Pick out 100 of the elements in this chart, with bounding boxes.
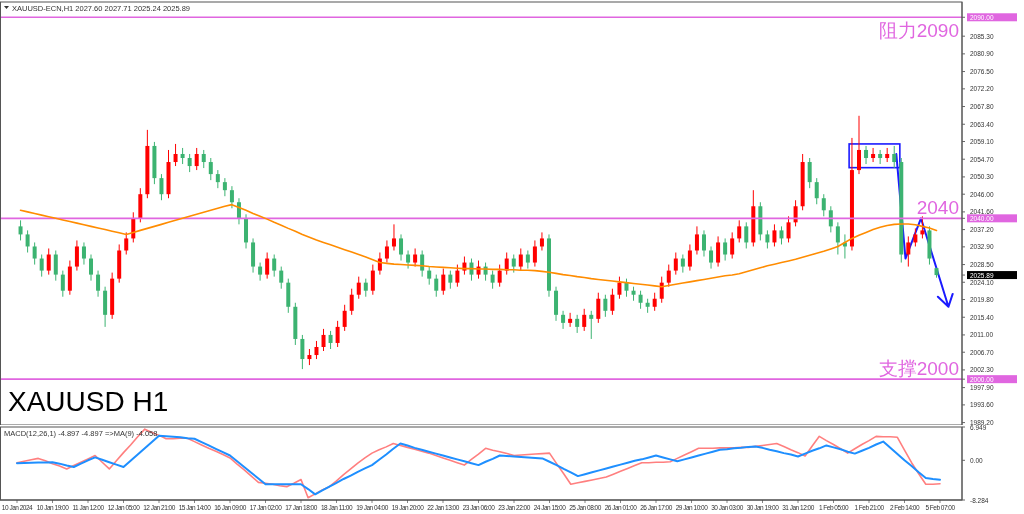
- candlestick: [335, 320, 340, 348]
- candlestick: [709, 245, 714, 270]
- candlestick: [208, 157, 213, 181]
- candlestick: [737, 219, 742, 243]
- candlestick: [187, 153, 192, 173]
- candlestick: [300, 334, 305, 370]
- candlestick: [913, 227, 918, 247]
- candlestick: [53, 249, 58, 282]
- candlestick: [124, 231, 129, 256]
- candlestick: [518, 247, 523, 272]
- candlestick: [701, 229, 706, 258]
- candlestick: [673, 252, 678, 276]
- candlestick: [680, 254, 685, 274]
- candlestick: [314, 340, 319, 360]
- ref-line-label: 阻力2090: [878, 20, 959, 42]
- candlestick: [60, 270, 65, 298]
- candlestick: [448, 270, 453, 290]
- candlestick: [18, 219, 23, 241]
- candlestick: [406, 249, 411, 270]
- candlestick: [624, 278, 629, 298]
- candlestick: [497, 264, 502, 288]
- candlestick: [265, 252, 270, 280]
- candlestick: [321, 328, 326, 352]
- candlestick: [539, 231, 544, 251]
- candlestick: [892, 145, 897, 169]
- candlestick: [532, 239, 537, 268]
- candlestick: [194, 147, 199, 171]
- candlestick: [46, 247, 51, 276]
- candlestick: [652, 292, 657, 312]
- candlestick: [455, 264, 460, 288]
- candlestick: [687, 243, 692, 272]
- candlestick: [384, 239, 389, 264]
- candlestick: [659, 276, 664, 304]
- candlestick: [828, 205, 833, 233]
- candlestick: [363, 278, 368, 298]
- candlestick: [772, 223, 777, 247]
- candlestick: [328, 330, 333, 350]
- candlestick: [807, 157, 812, 189]
- candlestick: [786, 215, 791, 243]
- candlestick: [920, 215, 925, 239]
- candlestick: [201, 149, 206, 169]
- candlestick: [272, 254, 277, 278]
- candlestick: [349, 288, 354, 316]
- candlestick: [525, 249, 530, 270]
- candlestick: [342, 304, 347, 332]
- candlestick: [793, 199, 798, 227]
- candlestick: [638, 290, 643, 310]
- candlestick: [469, 258, 474, 282]
- candlestick: [744, 221, 749, 249]
- ref-line-label: 支撑2000: [878, 358, 959, 380]
- candlestick: [215, 169, 220, 189]
- candlestick: [821, 193, 826, 217]
- candlestick: [399, 233, 404, 262]
- candlestick: [434, 274, 439, 298]
- candlestick: [596, 292, 601, 324]
- candlestick: [610, 288, 615, 316]
- candlestick: [835, 221, 840, 256]
- candlestick: [568, 312, 573, 328]
- candlestick: [413, 247, 418, 268]
- candlestick: [229, 185, 234, 209]
- candlestick: [356, 276, 361, 300]
- candlestick: [391, 223, 396, 251]
- candlestick: [857, 115, 861, 175]
- annotation: XAUUSD H1: [8, 386, 169, 417]
- candlestick: [222, 177, 227, 197]
- candlestick: [74, 239, 79, 272]
- candlestick: [906, 235, 911, 268]
- candlestick: [730, 231, 735, 260]
- candlestick: [173, 143, 178, 167]
- candlestick: [561, 310, 566, 330]
- candlestick: [814, 177, 819, 205]
- candlestick: [159, 173, 164, 201]
- candlestick: [25, 229, 30, 253]
- candlestick: [617, 276, 622, 300]
- candlestick: [81, 241, 86, 266]
- candlestick: [765, 229, 770, 249]
- candlestick: [694, 225, 699, 256]
- candlestick: [878, 149, 883, 165]
- candlestick: [589, 310, 594, 340]
- candlestick: [370, 264, 375, 296]
- candlestick: [258, 262, 263, 282]
- ref-line-label: 2040: [916, 197, 959, 219]
- candlestick: [490, 270, 495, 290]
- candlestick: [871, 147, 876, 163]
- candlestick: [511, 254, 516, 274]
- candlestick: [779, 225, 784, 245]
- candlestick: [666, 264, 671, 288]
- candlestick: [441, 268, 446, 296]
- candlestick: [582, 308, 587, 332]
- candlestick: [723, 237, 728, 262]
- candlestick: [279, 266, 284, 290]
- candlestick: [96, 270, 101, 298]
- candlestick: [575, 314, 580, 334]
- candlestick: [603, 294, 608, 318]
- candlestick: [716, 235, 721, 268]
- candlestick: [427, 266, 432, 286]
- candlestick: [39, 254, 44, 278]
- candlestick: [32, 241, 37, 266]
- candlestick: [864, 145, 869, 165]
- candlestick: [89, 254, 94, 282]
